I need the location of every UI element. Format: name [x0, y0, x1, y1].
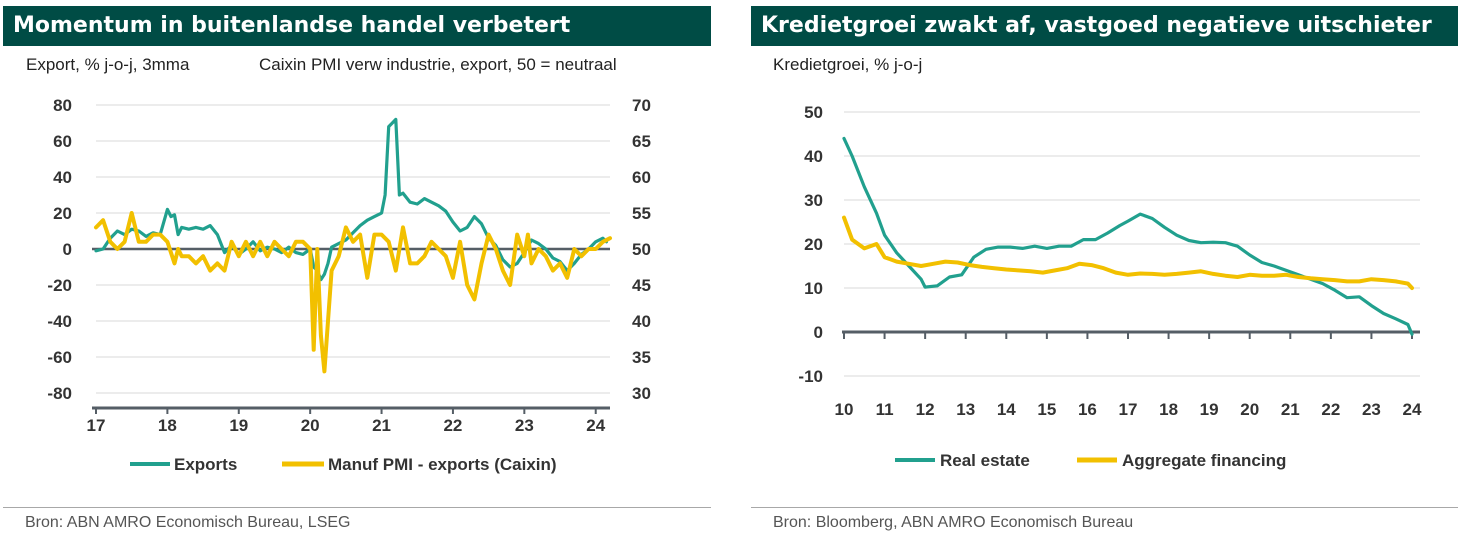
- left-x-tick-label: 18: [158, 416, 177, 435]
- left-chart-title: Momentum in buitenlandse handel verbeter…: [3, 6, 711, 46]
- left-x-tick-label: 19: [229, 416, 248, 435]
- left-x-tick-label: 23: [515, 416, 534, 435]
- left-y2-tick-label: 65: [632, 132, 651, 151]
- right-y-tick-label: 10: [804, 279, 823, 298]
- right-x-tick-label: 22: [1321, 400, 1340, 419]
- left-y-tick-label: 40: [53, 168, 72, 187]
- right-x-tick-label: 20: [1240, 400, 1259, 419]
- left-y-tick-label: 20: [53, 204, 72, 223]
- right-y-tick-label: 40: [804, 147, 823, 166]
- left-y-tick-label: -40: [47, 312, 72, 331]
- pmi-exports-line: [94, 211, 612, 374]
- right-x-tick-label: 24: [1403, 400, 1422, 419]
- left-y-tick-label: 0: [63, 240, 72, 259]
- left-y2-tick-label: 50: [632, 240, 651, 259]
- left-y2-tick-label: 45: [632, 276, 651, 295]
- left-x-tick-label: 20: [301, 416, 320, 435]
- right-x-tick-label: 15: [1037, 400, 1056, 419]
- left-y2-tick-label: 60: [632, 168, 651, 187]
- right-y-tick-label: 20: [804, 235, 823, 254]
- left-source-divider: [3, 507, 711, 508]
- right-chart: 50 40 30 20 10 0 -10 10 11 12 13 14 15 16 17 18 19 20 21 22…: [798, 103, 1422, 470]
- right-x-tick-label: 10: [835, 400, 854, 419]
- left-y2-tick-label: 55: [632, 204, 651, 223]
- left-legend-label-pmi: Manuf PMI - exports (Caixin): [328, 455, 557, 474]
- right-x-tick-label: 23: [1362, 400, 1381, 419]
- right-chart-source: Bron: Bloomberg, ABN AMRO Economisch Bur…: [773, 514, 1134, 531]
- left-y2-tick-label: 70: [632, 96, 651, 115]
- right-x-tick-label: 14: [997, 400, 1016, 419]
- right-x-tick-label: 12: [916, 400, 935, 419]
- left-chart-left-axis-label: Export, % j-o-j, 3mma: [26, 55, 190, 74]
- right-y-tick-label: 0: [814, 323, 823, 342]
- right-chart-axis-label: Kredietgroei, % j-o-j: [773, 55, 923, 74]
- right-chart-title: Kredietgroei zwakt af, vastgoed negatiev…: [751, 6, 1458, 46]
- right-legend-label-real-estate: Real estate: [940, 451, 1030, 470]
- left-y-tick-label: 60: [53, 132, 72, 151]
- left-x-tick-label: 24: [586, 416, 605, 435]
- left-y2-tick-label: 40: [632, 312, 651, 331]
- right-x-tick-label: 13: [956, 400, 975, 419]
- left-legend-label-exports: Exports: [174, 455, 237, 474]
- right-y-tick-label: 50: [804, 103, 823, 122]
- left-y-tick-label: -20: [47, 276, 72, 295]
- left-y2-tick-label: 35: [632, 348, 651, 367]
- left-chart: 80 60 40 20 0 -20 -40 -60 -80 70 65 60 55 50 45 40 35 30 1…: [47, 96, 651, 474]
- left-y-tick-label: 80: [53, 96, 72, 115]
- right-x-tick-label: 21: [1281, 400, 1300, 419]
- right-x-tick-label: 16: [1078, 400, 1097, 419]
- real-estate-line: [842, 136, 1414, 336]
- left-x-tick-label: 22: [443, 416, 462, 435]
- right-x-tick-label: 19: [1200, 400, 1219, 419]
- right-x-tick-label: 11: [876, 400, 894, 419]
- left-x-tick-label: 17: [87, 416, 106, 435]
- left-x-tick-label: 21: [372, 416, 391, 435]
- left-y2-tick-label: 30: [632, 384, 651, 403]
- right-x-tick-label: 17: [1119, 400, 1138, 419]
- right-x-tick-label: 18: [1159, 400, 1178, 419]
- left-chart-right-axis-label: Caixin PMI verw industrie, export, 50 = …: [259, 55, 617, 74]
- right-y-tick-label: 30: [804, 191, 823, 210]
- right-y-tick-label: -10: [798, 367, 823, 386]
- left-y-tick-label: -60: [47, 348, 72, 367]
- left-y-tick-label: -80: [47, 384, 72, 403]
- right-legend-label-aggregate: Aggregate financing: [1122, 451, 1286, 470]
- left-chart-source: Bron: ABN AMRO Economisch Bureau, LSEG: [25, 514, 351, 531]
- aggregate-financing-line: [842, 215, 1414, 290]
- right-source-divider: [751, 507, 1458, 508]
